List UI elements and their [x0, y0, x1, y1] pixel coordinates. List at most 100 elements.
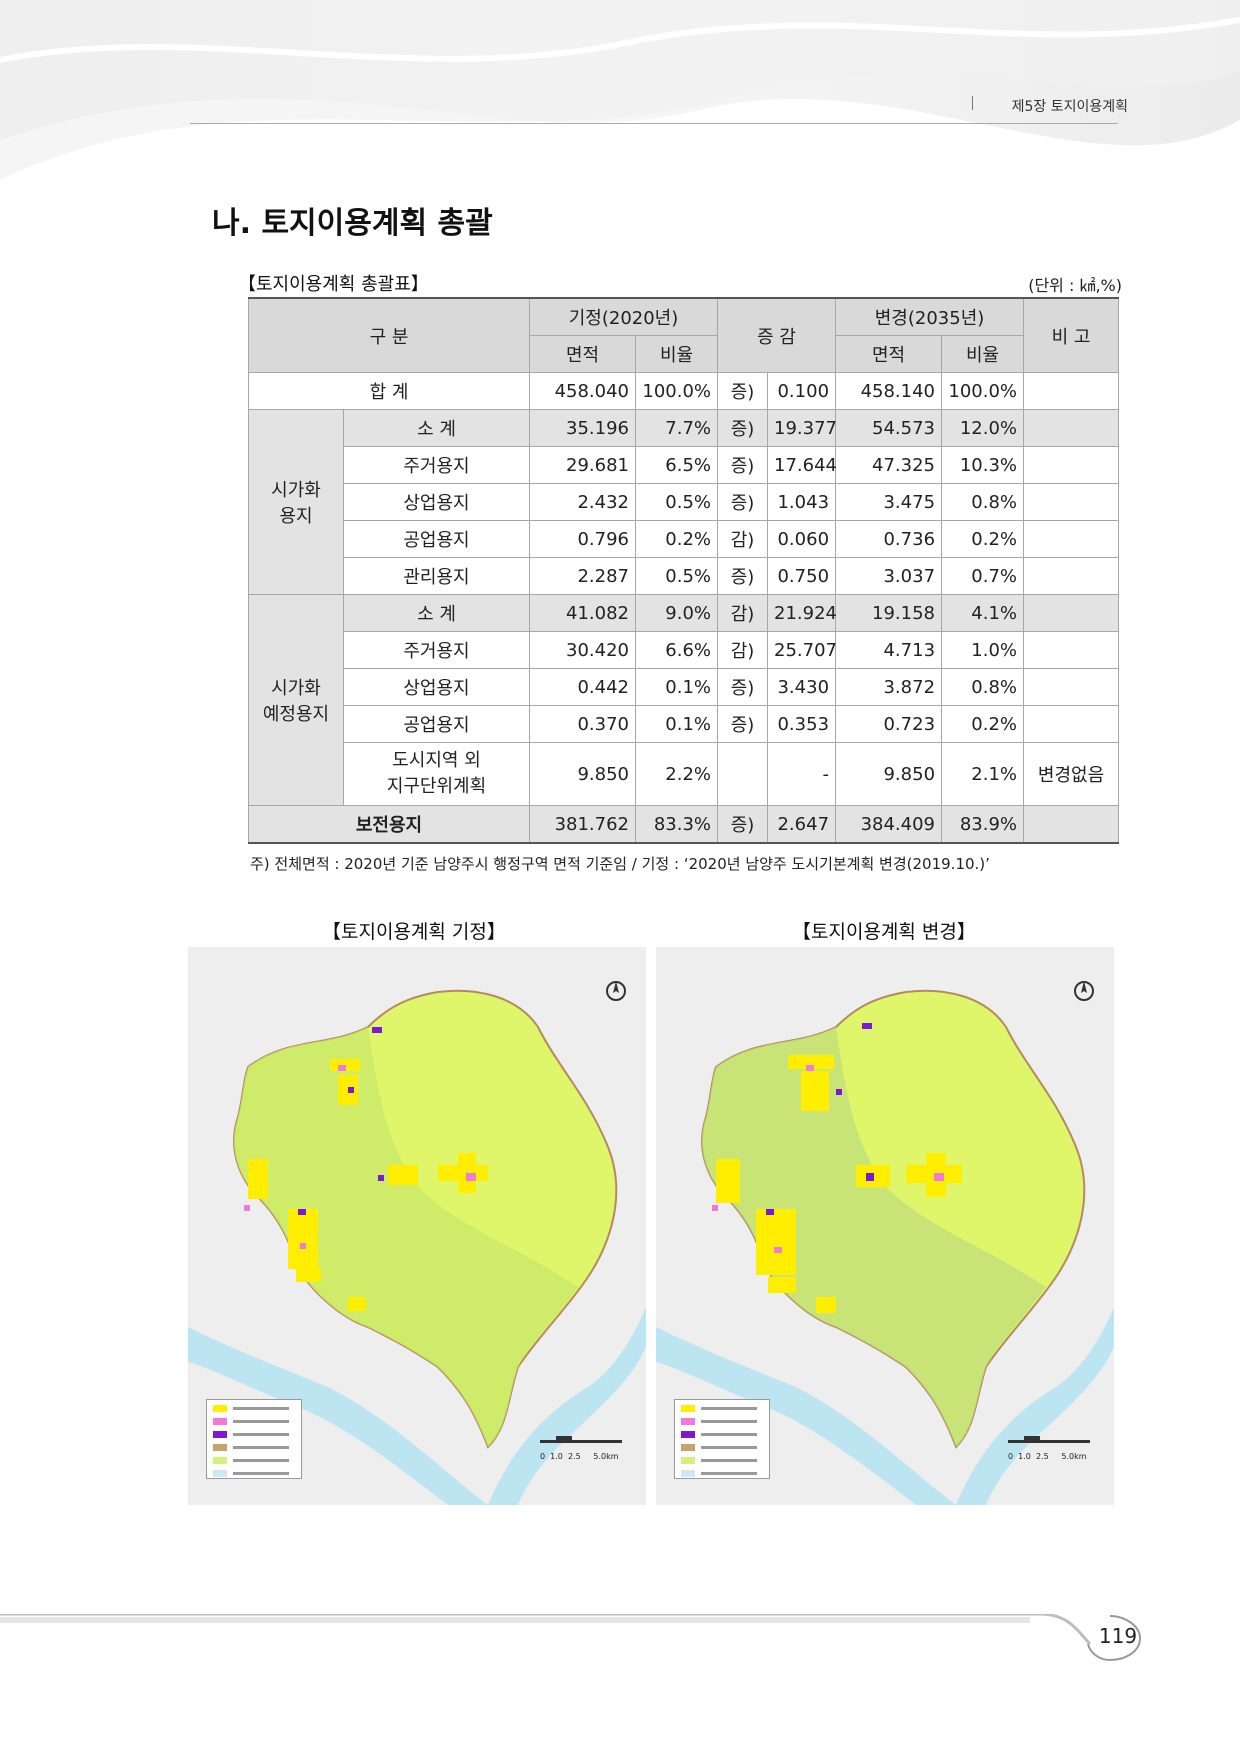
cell-ratio-existing: 100.0%	[634, 372, 719, 410]
cell-change-direction: 증)	[717, 557, 769, 595]
table-row: 관리용지 2.287 0.5% 증) 0.750 3.037 0.7%	[249, 557, 1120, 595]
cell-area-existing: 41.082	[529, 594, 636, 632]
cell-ratio-revised: 0.8%	[941, 668, 1025, 706]
header-change: 증 감	[717, 297, 837, 373]
cell-ratio-revised: 2.1%	[941, 742, 1025, 806]
cell-change-value: 0.353	[767, 705, 837, 743]
row-label: 공업용지	[343, 520, 530, 558]
cell-area-existing: 35.196	[529, 409, 636, 447]
cell-remark	[1023, 705, 1120, 743]
header-category: 구 분	[248, 297, 530, 373]
cell-remark	[1023, 520, 1120, 558]
cell-change-direction: 증)	[717, 705, 769, 743]
cell-change-direction: 감)	[717, 631, 769, 669]
cell-change-direction: 증)	[717, 409, 769, 447]
cell-remark	[1023, 372, 1120, 410]
header-existing: 기정(2020년)	[528, 297, 719, 336]
cell-remark: 변경없음	[1023, 742, 1120, 806]
cell-change-value: 3.430	[767, 668, 837, 706]
cell-ratio-revised: 100.0%	[941, 372, 1025, 410]
table-row: 공업용지 0.796 0.2% 감) 0.060 0.736 0.2%	[249, 520, 1120, 558]
cell-ratio-existing: 9.0%	[634, 594, 719, 632]
scale-bar-revised: 0 1.0 2.5 5.0km	[1008, 1433, 1090, 1463]
cell-change-direction: 증)	[717, 372, 769, 410]
scale-bar-existing: 0 1.0 2.5 5.0km	[540, 1433, 622, 1463]
cell-ratio-existing: 0.1%	[634, 705, 719, 743]
header-remark: 비 고	[1023, 297, 1120, 373]
cell-area-existing: 9.850	[529, 742, 636, 806]
row-label: 상업용지	[343, 668, 530, 706]
table-row: 공업용지 0.370 0.1% 증) 0.353 0.723 0.2%	[249, 705, 1120, 743]
row-label: 소 계	[343, 594, 530, 632]
cell-change-direction: 증)	[717, 446, 769, 484]
total-row: 합 계 458.040 100.0% 증) 0.100 458.140 100.…	[248, 372, 1120, 410]
cell-ratio-revised: 0.2%	[941, 520, 1025, 558]
table-row: 주거용지 29.681 6.5% 증) 17.644 47.325 10.3%	[249, 446, 1120, 484]
cell-change-direction: 증)	[717, 805, 769, 844]
conservation-row: 보전용지 381.762 83.3% 증) 2.647 384.409 83.9…	[248, 805, 1120, 844]
cell-ratio-revised: 83.9%	[941, 805, 1025, 844]
cell-ratio-existing: 6.6%	[634, 631, 719, 669]
cell-ratio-revised: 4.1%	[941, 594, 1025, 632]
cell-area-existing: 30.420	[529, 631, 636, 669]
land-use-map-revised: 0 1.0 2.5 5.0km	[656, 947, 1114, 1505]
cell-area-revised: 384.409	[835, 805, 943, 844]
header-ratio-existing: 비율	[634, 335, 719, 373]
cell-ratio-revised: 1.0%	[941, 631, 1025, 669]
cell-change-value: 0.060	[767, 520, 837, 558]
cell-remark	[1023, 805, 1120, 844]
conservation-label: 보전용지	[248, 805, 530, 844]
header-ratio-revised: 비율	[941, 335, 1025, 373]
cell-remark	[1023, 483, 1120, 521]
cell-change-value: 19.377	[767, 409, 837, 447]
land-use-summary-table: 구 분 기정(2020년) 증 감 변경(2035년) 비 고 면적 비율 면적…	[248, 297, 1120, 844]
cell-change-value: 17.644	[767, 446, 837, 484]
row-label: 관리용지	[343, 557, 530, 595]
table-row: 주거용지 30.420 6.6% 감) 25.707 4.713 1.0%	[249, 631, 1120, 669]
cell-change-direction: 증)	[717, 483, 769, 521]
cell-area-revised: 54.573	[835, 409, 943, 447]
group-label-urbanized: 시가화 용지	[248, 409, 344, 595]
cell-ratio-existing: 2.2%	[634, 742, 719, 806]
header-revised: 변경(2035년)	[835, 297, 1025, 336]
group-label-planned-urban: 시가화 예정용지	[248, 594, 344, 806]
cell-remark	[1023, 409, 1120, 447]
cell-remark	[1023, 446, 1120, 484]
cell-change-value: 0.100	[767, 372, 837, 410]
cell-area-existing: 0.796	[529, 520, 636, 558]
cell-ratio-existing: 0.5%	[634, 557, 719, 595]
cell-change-direction: 감)	[717, 594, 769, 632]
cell-area-existing: 458.040	[529, 372, 636, 410]
cell-area-existing: 29.681	[529, 446, 636, 484]
total-label: 합 계	[248, 372, 530, 410]
cell-area-revised: 19.158	[835, 594, 943, 632]
table-title: 【토지이용계획 총괄표】	[238, 274, 429, 295]
cell-ratio-existing: 0.5%	[634, 483, 719, 521]
cell-area-revised: 458.140	[835, 372, 943, 410]
row-label: 도시지역 외 지구단위계획	[343, 742, 530, 806]
row-label: 소 계	[343, 409, 530, 447]
table-footnote: 주) 전체면적 : 2020년 기준 남양주시 행정구역 면적 기준임 / 기정…	[250, 855, 990, 873]
row-label: 주거용지	[343, 631, 530, 669]
cell-area-revised: 3.037	[835, 557, 943, 595]
cell-ratio-existing: 83.3%	[634, 805, 719, 844]
map-title-revised: 【토지이용계획 변경】	[792, 921, 976, 943]
cell-area-revised: 4.713	[835, 631, 943, 669]
header-wave-decoration	[0, 0, 1240, 180]
table-row: 상업용지 0.442 0.1% 증) 3.430 3.872 0.8%	[249, 668, 1120, 706]
header-area-revised: 면적	[835, 335, 943, 373]
cell-area-existing: 0.370	[529, 705, 636, 743]
row-label: 상업용지	[343, 483, 530, 521]
section-title: 나. 토지이용계획 총괄	[212, 206, 493, 241]
table-row: 시가화 예정용지 소 계 41.082 9.0% 감) 21.924 19.15…	[248, 594, 1120, 806]
cell-area-existing: 2.287	[529, 557, 636, 595]
cell-change-value: 25.707	[767, 631, 837, 669]
cell-change-value: 2.647	[767, 805, 837, 844]
map-title-existing: 【토지이용계획 기정】	[322, 921, 506, 943]
cell-ratio-revised: 0.8%	[941, 483, 1025, 521]
row-label: 공업용지	[343, 705, 530, 743]
cell-change-value: 0.750	[767, 557, 837, 595]
scale-label: 0 1.0 2.5 5.0km	[540, 1452, 619, 1461]
chapter-header: 제5장 토지이용계획	[1011, 99, 1128, 115]
cell-area-revised: 0.723	[835, 705, 943, 743]
